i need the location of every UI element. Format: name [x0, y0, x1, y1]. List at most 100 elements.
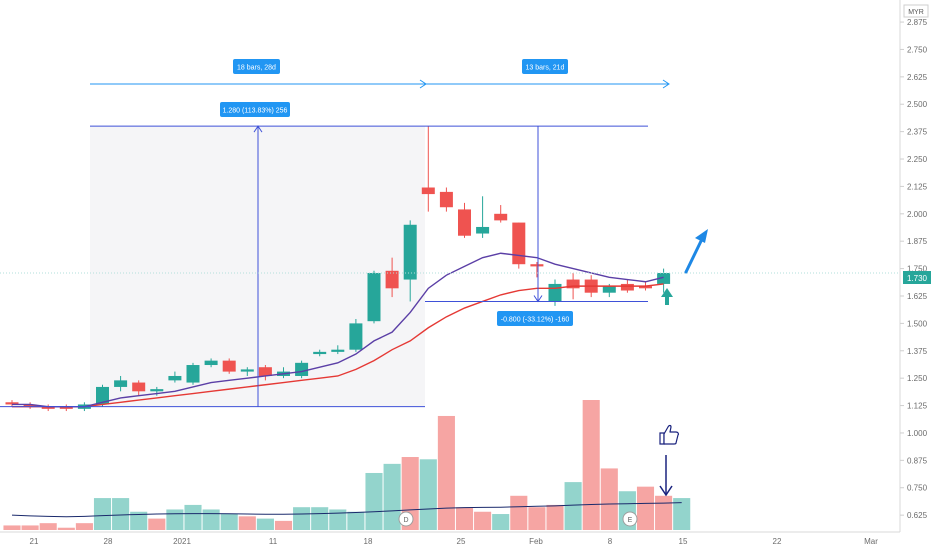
dividend-marker-text: D — [403, 517, 408, 524]
candle-body — [96, 386, 109, 405]
time-tick-label: 22 — [773, 537, 782, 546]
dividend-marker[interactable]: D — [398, 511, 414, 527]
thumbs-up-icon — [659, 424, 679, 445]
time-tick-label: 28 — [104, 537, 113, 546]
volume-bar — [365, 472, 383, 530]
down-arrow-icon — [659, 455, 673, 497]
candle-body — [403, 224, 417, 280]
price-tick-label: 0.625 — [907, 511, 928, 520]
candle-body — [530, 264, 544, 267]
last-price-tag — [903, 271, 931, 284]
time-tick-label: 11 — [269, 537, 278, 546]
time-tick-label: Mar — [864, 537, 878, 546]
volume-bar — [474, 511, 492, 530]
price-tick-label: 2.750 — [907, 45, 928, 54]
volume-bar — [57, 527, 75, 530]
volume-bar — [148, 518, 166, 530]
volume-bar — [510, 495, 528, 530]
volume-bar — [238, 516, 256, 530]
candle-body — [240, 369, 254, 372]
price-tick-label: 2.250 — [907, 155, 928, 164]
volume-bar — [202, 509, 220, 530]
volume-bar — [546, 504, 564, 530]
candle-body — [114, 380, 128, 387]
candle-body — [566, 279, 580, 289]
volume-bar — [600, 468, 618, 530]
candle-body — [458, 209, 471, 236]
volume-bar — [166, 509, 184, 530]
currency-label: MYR — [908, 9, 924, 16]
volume-ma-line — [11, 502, 682, 518]
time-tick-label: 2021 — [173, 537, 191, 546]
time-tick-label: 8 — [608, 537, 613, 546]
price-tick-label: 1.125 — [907, 402, 928, 411]
price-tick-label: 2.000 — [907, 210, 928, 219]
price-tick-label: 2.875 — [907, 18, 928, 27]
indicator-lines — [11, 252, 682, 518]
earnings-marker[interactable]: E — [622, 511, 638, 527]
volume-bar — [329, 509, 347, 530]
volume-bar — [184, 504, 202, 530]
trend-up-arrow[interactable] — [684, 235, 705, 274]
price-tick-label: 1.000 — [907, 429, 928, 438]
volume-bar — [75, 523, 93, 530]
volume-bar — [112, 498, 130, 530]
time-tick-label: 15 — [679, 537, 688, 546]
price-tick-label: 1.500 — [907, 319, 928, 328]
trend-up-arrowhead — [695, 229, 708, 243]
time-axis[interactable]: 21 28 2021 11 18 25 Feb 8 15 22 Mar — [30, 537, 879, 546]
price-change-up-label[interactable]: 1.280 (113.83%) 256 — [220, 102, 290, 117]
candle-body — [295, 362, 309, 376]
drawing-tools — [0, 79, 900, 408]
ema-long-line — [12, 283, 664, 408]
candle-body — [132, 382, 146, 392]
price-tick-label: 0.875 — [907, 456, 928, 465]
candle-body — [439, 191, 453, 208]
candle-body — [5, 402, 19, 405]
candle-body — [23, 404, 37, 407]
price-axis[interactable]: 2.875 2.750 2.625 2.500 2.375 2.250 2.125 2.000… — [900, 18, 928, 520]
candle-body — [548, 283, 562, 302]
time-tick-label: 25 — [457, 537, 466, 546]
price-tick-label: 1.250 — [907, 374, 928, 383]
volume-bar — [636, 486, 655, 530]
volume-bar — [311, 507, 329, 530]
volume-bar — [455, 507, 474, 530]
volume-bar — [39, 523, 57, 530]
measure-up-arrowhead — [253, 125, 263, 133]
price-tick-label: 1.875 — [907, 237, 928, 246]
candle-body — [204, 360, 218, 366]
candle-body — [602, 286, 616, 293]
bars-range-label-1[interactable]: 18 bars, 28d — [233, 59, 280, 74]
candles — [5, 126, 671, 412]
time-tick-label: 21 — [30, 537, 39, 546]
candle-body — [620, 283, 634, 291]
bars-range-text-2: 13 bars, 21d — [526, 65, 565, 72]
volume-bar — [564, 482, 582, 530]
candle-body — [476, 226, 490, 234]
buy-signal-arrow-icon — [661, 288, 673, 305]
volume-bar — [655, 495, 673, 530]
candle-body — [385, 270, 399, 289]
volume-bar — [130, 511, 148, 530]
currency-label-box — [903, 4, 929, 18]
volume-bar — [492, 514, 510, 530]
volume-bar — [437, 415, 455, 530]
date-range-arrowhead-2 — [662, 79, 670, 89]
price-tick-label: 2.375 — [907, 128, 928, 137]
candle-body — [349, 323, 363, 350]
candle-body — [639, 286, 652, 289]
bars-range-label-2[interactable]: 13 bars, 21d — [522, 59, 568, 74]
volume-bar — [93, 498, 112, 530]
price-tick-label: 2.500 — [907, 100, 928, 109]
candle-body — [313, 351, 327, 355]
price-change-down-label[interactable]: -0.800 (-33.12%) -160 — [497, 311, 573, 326]
last-price-value: 1.730 — [907, 274, 928, 283]
price-tick-label: 2.125 — [907, 182, 928, 191]
candle-body — [41, 406, 55, 409]
time-tick-label: Feb — [529, 537, 543, 546]
price-change-up-text: 1.280 (113.83%) 256 — [223, 108, 288, 115]
candle-body — [59, 406, 73, 409]
